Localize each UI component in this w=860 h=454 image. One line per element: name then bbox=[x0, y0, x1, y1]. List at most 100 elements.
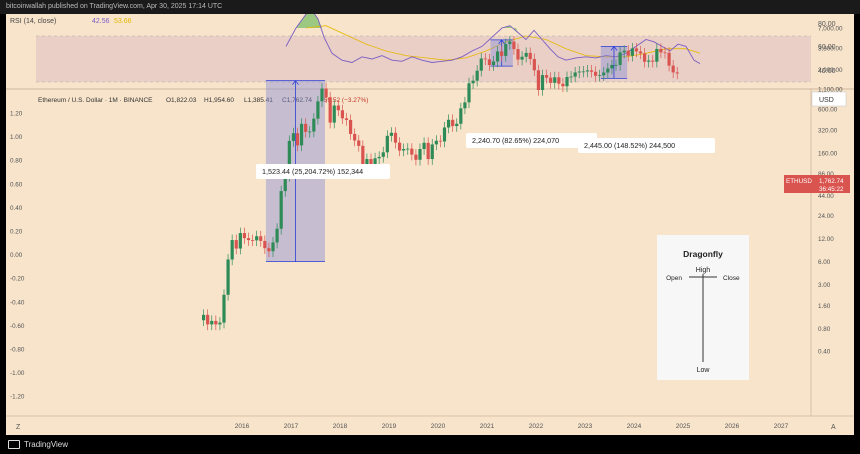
chart-svg[interactable]: RSI (14, close) 42.56 53.66 80.00 60.00 … bbox=[6, 5, 854, 435]
candle-body bbox=[406, 148, 410, 150]
right-axis-tick: 86.00 bbox=[818, 171, 834, 178]
price-tag-box bbox=[784, 175, 850, 193]
currency-button[interactable] bbox=[811, 91, 847, 107]
candle-body bbox=[365, 159, 369, 165]
candle-body bbox=[438, 140, 443, 142]
candle-body bbox=[504, 44, 508, 56]
candle-body bbox=[589, 70, 594, 72]
candle-body bbox=[475, 70, 479, 81]
candle-body bbox=[557, 77, 561, 84]
candle-body bbox=[389, 132, 394, 136]
left-axis-tick: -0.80 bbox=[10, 347, 25, 354]
time-axis: 2016 2017 2018 2019 2020 2021 2022 2023 2024 2025… bbox=[235, 423, 789, 430]
candle-body bbox=[663, 52, 667, 54]
candle-body bbox=[418, 149, 422, 160]
dragonfly-inset: Dragonfly High Open Close Low bbox=[657, 235, 749, 380]
candle-body bbox=[316, 101, 320, 119]
candle-body bbox=[230, 240, 234, 260]
measure-label-2-text: 2,240.70 (82.65%) 224,070 bbox=[472, 136, 559, 145]
ohlc-low: L1,385.41 bbox=[244, 97, 273, 104]
candle-body bbox=[634, 48, 639, 52]
candle-body bbox=[206, 314, 210, 325]
candle-body bbox=[598, 75, 602, 77]
left-axis-tick: 0.40 bbox=[10, 205, 23, 212]
candle-body bbox=[328, 97, 332, 123]
ohlc-high: H1,954.60 bbox=[204, 97, 234, 104]
measure-label-1-box bbox=[256, 164, 390, 179]
right-axis-tick: 160.00 bbox=[818, 150, 838, 157]
measure-label-3: 2,445.00 (148.52%) 244,500 bbox=[578, 138, 715, 153]
candle-body bbox=[275, 228, 279, 243]
right-axis-tick: 0.80 bbox=[818, 326, 831, 333]
candle-body bbox=[238, 233, 242, 249]
candle-body bbox=[675, 72, 679, 74]
price-tag-timer: 36:45:22 bbox=[819, 186, 844, 193]
rsi-level-80: 80.00 bbox=[818, 21, 836, 28]
dragonfly-open-label: Open bbox=[666, 275, 682, 282]
right-axis-tick: 7,000.00 bbox=[818, 25, 843, 32]
candle-body bbox=[304, 123, 308, 132]
time-axis-tick: 2017 bbox=[284, 423, 299, 430]
measure-labels: 1,523.44 (25,204.72%) 152,344 2,240.70 (… bbox=[256, 133, 715, 179]
candle-body bbox=[442, 127, 447, 142]
right-axis-tick: 0.40 bbox=[818, 349, 831, 356]
candle-body bbox=[320, 88, 324, 102]
time-axis-tick: 2023 bbox=[578, 423, 593, 430]
rsi-value: 42.56 bbox=[92, 18, 110, 25]
measure-label-1-text: 1,523.44 (25,204.72%) 152,344 bbox=[262, 167, 363, 176]
dragonfly-low-label: Low bbox=[697, 367, 711, 374]
candle-body bbox=[295, 133, 300, 146]
candle-body bbox=[520, 56, 524, 60]
ohlc-open: O1,822.03 bbox=[166, 97, 197, 104]
corner-right-label[interactable]: A bbox=[831, 424, 836, 431]
candle-body bbox=[312, 118, 316, 132]
rsi-overbought-area bbox=[296, 10, 322, 28]
ohlc-close: C1,762.74 bbox=[282, 97, 312, 104]
candle-body bbox=[467, 83, 471, 103]
left-axis-tick: 0.20 bbox=[10, 229, 23, 236]
candle-body bbox=[242, 233, 247, 239]
candle-body bbox=[610, 64, 614, 69]
price-tag-symbol: ETHUSD bbox=[786, 178, 812, 185]
right-axis-tick: 1.60 bbox=[818, 303, 831, 310]
candle-body bbox=[491, 61, 496, 66]
candle-body bbox=[381, 152, 385, 157]
candle-body bbox=[377, 156, 381, 159]
currency-label: USD bbox=[819, 97, 834, 104]
candle-body bbox=[647, 60, 651, 62]
measure-box-1-arrowhead bbox=[292, 79, 299, 85]
candle-body bbox=[210, 320, 214, 325]
candle-body bbox=[397, 142, 402, 151]
footer-brand: TradingView bbox=[24, 440, 69, 449]
candle-body bbox=[385, 135, 389, 153]
candle-body bbox=[581, 71, 585, 73]
chart-area[interactable]: RSI (14, close) 42.56 53.66 80.00 60.00 … bbox=[6, 5, 854, 435]
candle-body bbox=[299, 123, 304, 146]
candle-body bbox=[446, 119, 451, 128]
footer-bar: TradingView bbox=[0, 435, 860, 454]
candle-body bbox=[471, 80, 475, 84]
candle-body bbox=[214, 320, 218, 325]
candle-body bbox=[353, 133, 357, 141]
candle-body bbox=[222, 294, 226, 323]
candle-body bbox=[602, 72, 606, 76]
candle-body bbox=[618, 52, 622, 65]
candle-body bbox=[279, 191, 283, 229]
corner-left-label[interactable]: Z bbox=[16, 424, 21, 431]
candle-body bbox=[544, 75, 549, 78]
time-axis-tick: 2027 bbox=[774, 423, 789, 430]
candle-body bbox=[348, 119, 353, 134]
candle-body bbox=[487, 59, 492, 66]
time-axis-tick: 2022 bbox=[529, 423, 544, 430]
time-axis-tick: 2026 bbox=[725, 423, 740, 430]
candle-body bbox=[357, 140, 361, 146]
candle-body bbox=[234, 240, 238, 249]
candle-body bbox=[267, 248, 271, 252]
right-axis-tick: 1,100.00 bbox=[818, 87, 843, 94]
time-axis-tick: 2019 bbox=[382, 423, 397, 430]
left-axis-tick: -0.20 bbox=[10, 276, 25, 283]
candle-body bbox=[422, 142, 426, 150]
candle-body bbox=[483, 58, 487, 60]
publish-bar: bitcoinwallah published on TradingView.c… bbox=[0, 0, 860, 14]
candle-body bbox=[626, 50, 630, 56]
